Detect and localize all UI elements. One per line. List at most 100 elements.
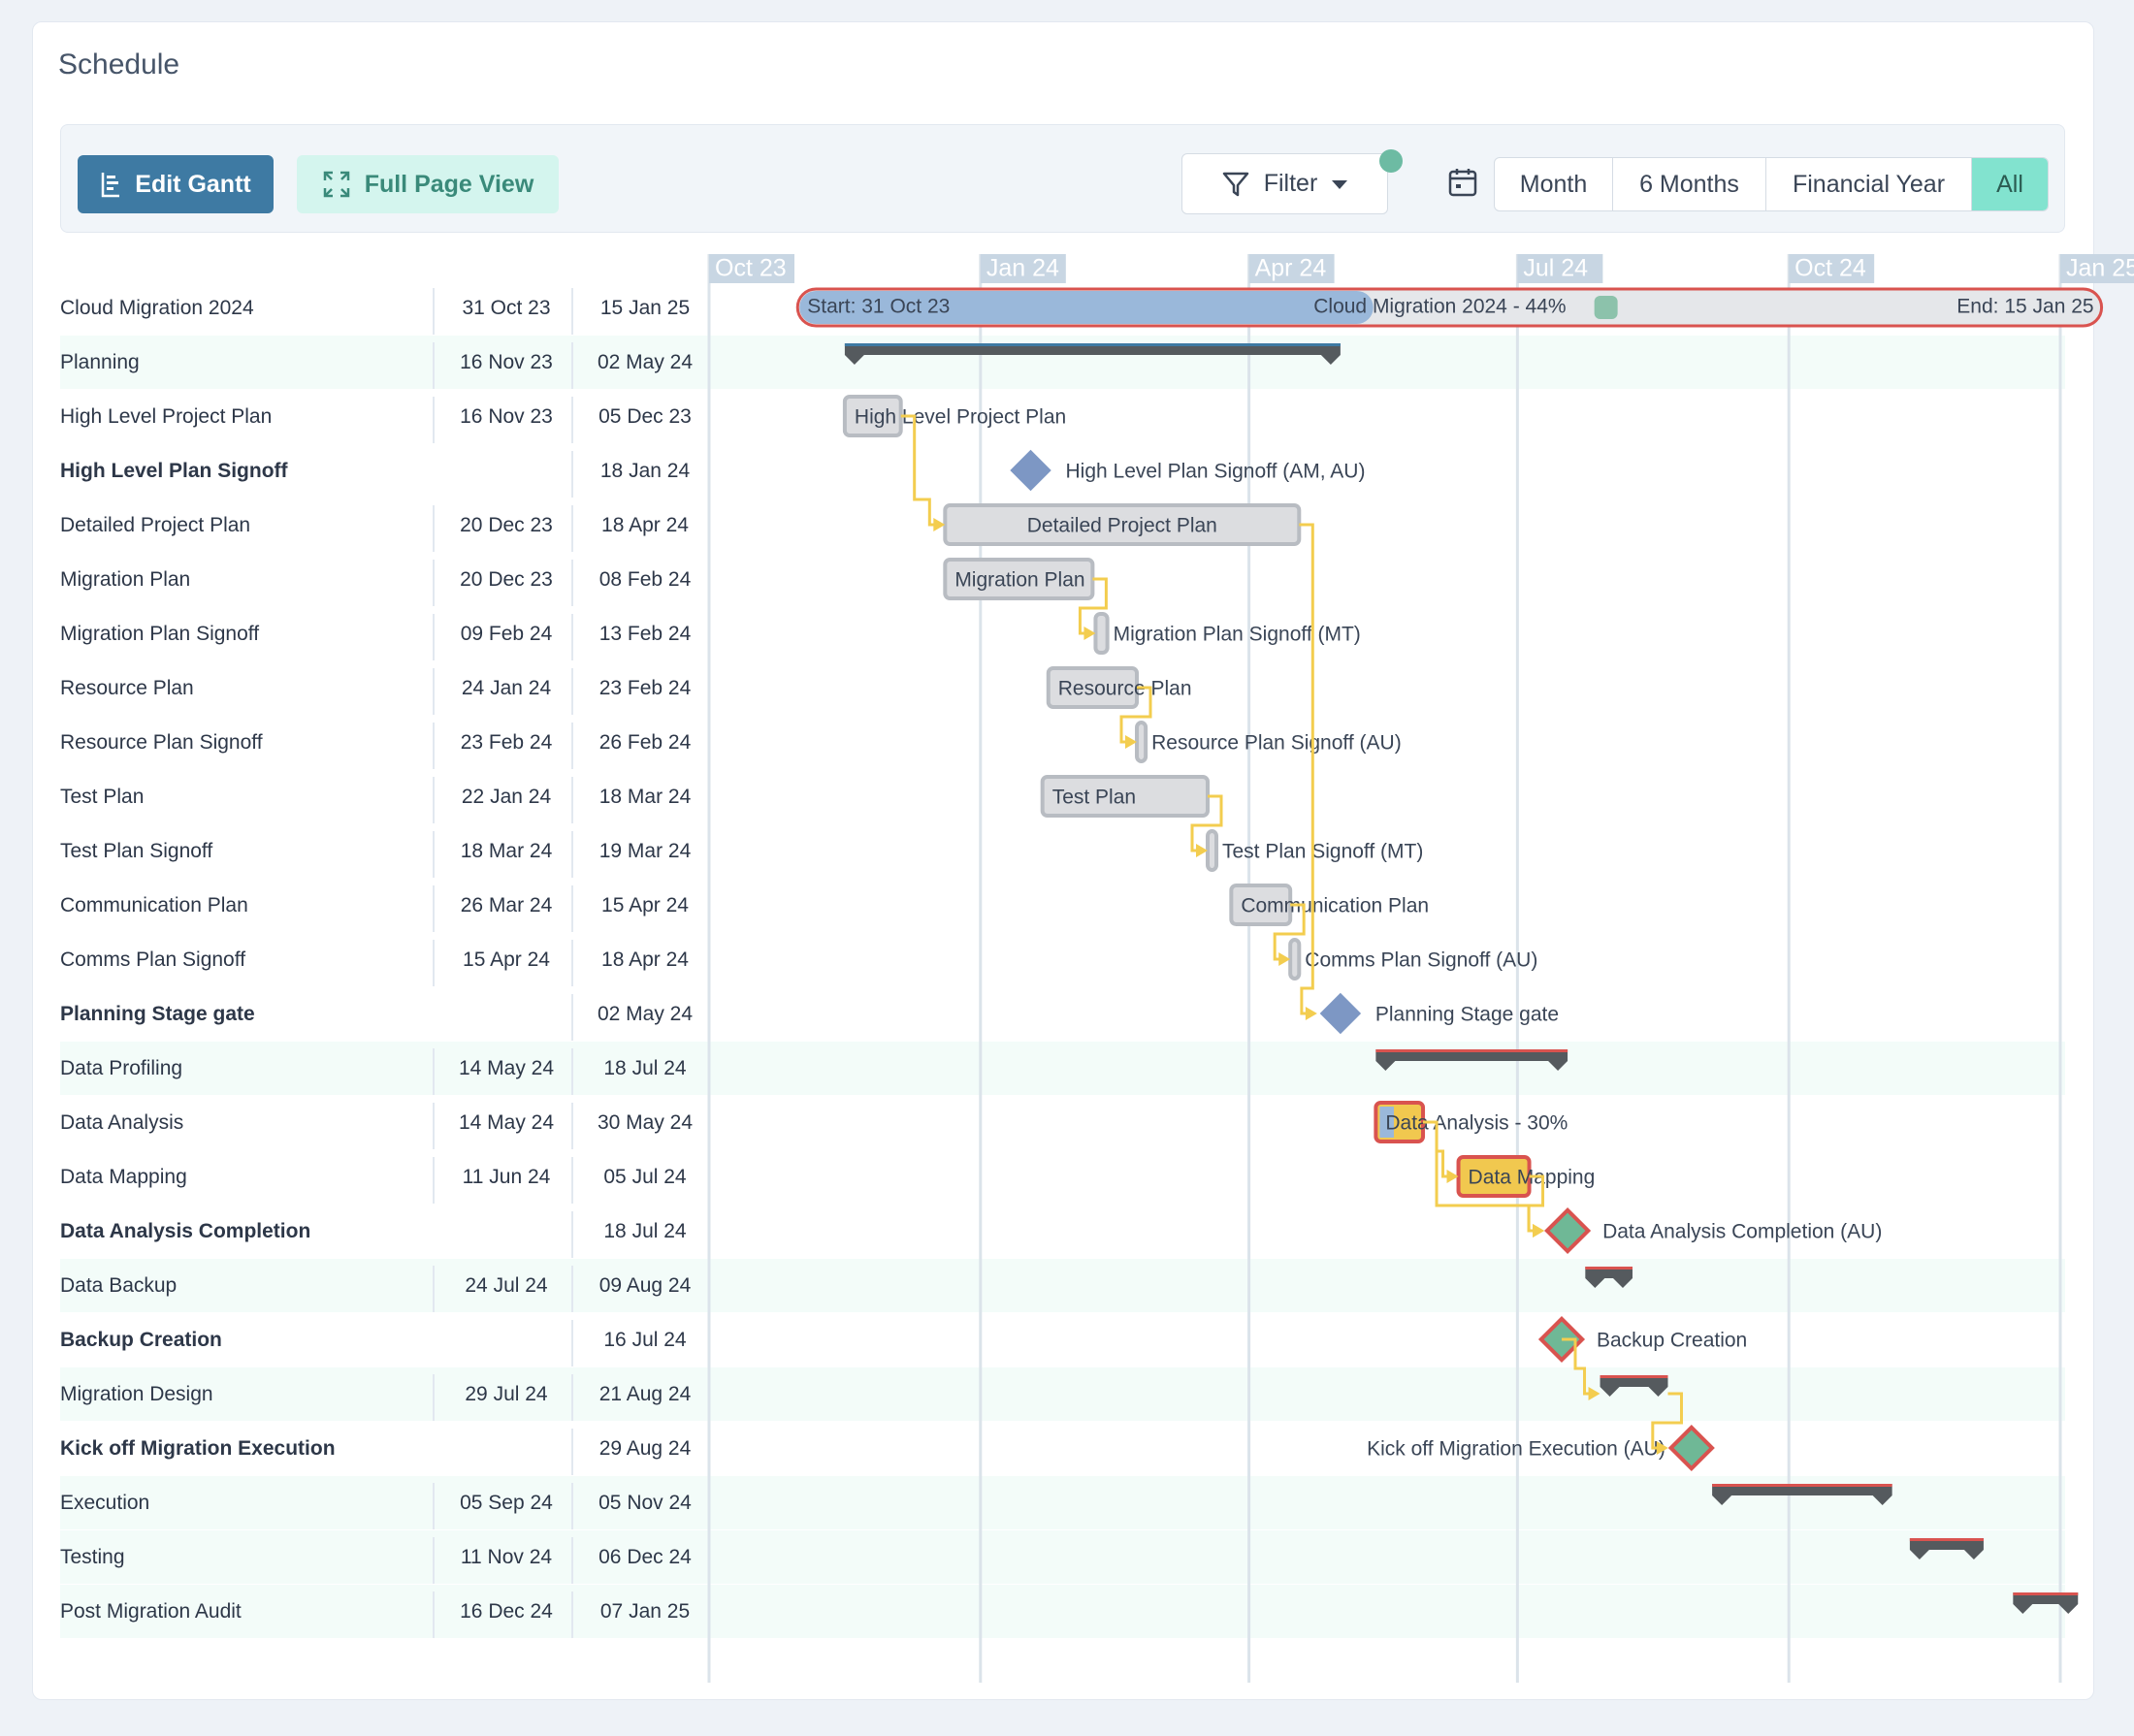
task-name: Post Migration Audit (60, 1599, 242, 1623)
group-summary-bar[interactable] (1909, 1538, 1984, 1559)
expand-icon (323, 171, 349, 198)
task-row[interactable]: Test Plan Signoff 18 Mar 24 19 Mar 24 (60, 824, 2065, 878)
task-row[interactable]: Test Plan 22 Jan 24 18 Mar 24 (60, 770, 2065, 823)
milestone-label: Planning Stage gate (1375, 1004, 1559, 1026)
task-end-date: 05 Jul 24 (603, 1165, 687, 1188)
task-row[interactable]: Backup Creation 16 Jul 24 (60, 1313, 2065, 1366)
caret-down-icon (1332, 179, 1348, 189)
column-divider (571, 505, 573, 552)
task-name: Data Analysis (60, 1110, 184, 1134)
group-summary-bar[interactable] (1712, 1484, 1892, 1505)
task-name: Resource Plan Signoff (60, 730, 263, 754)
edit-gantt-button[interactable]: Edit Gantt (78, 155, 274, 213)
full-page-view-button[interactable]: Full Page View (297, 155, 559, 213)
range-all-button[interactable]: All (1972, 158, 2048, 210)
task-end-date: 30 May 24 (597, 1110, 694, 1134)
task-row[interactable]: Kick off Migration Execution 29 Aug 24 (60, 1422, 2065, 1475)
page-title: Schedule (58, 48, 180, 80)
column-divider (571, 1591, 573, 1638)
task-name: Data Mapping (60, 1165, 187, 1188)
milestone-diamond[interactable] (1667, 1424, 1715, 1472)
task-name: Planning Stage gate (60, 1002, 255, 1025)
column-divider (433, 1374, 435, 1421)
task-row[interactable]: Migration Plan Signoff 09 Feb 24 13 Feb 24 (60, 607, 2065, 660)
column-divider (433, 614, 435, 660)
task-row[interactable]: Data Analysis Completion 18 Jul 24 (60, 1205, 2065, 1258)
task-row[interactable]: Communication Plan 26 Mar 24 15 Apr 24 (60, 879, 2065, 932)
task-row[interactable]: Data Analysis 14 May 24 30 May 24 (60, 1096, 2065, 1149)
edit-gantt-label: Edit Gantt (135, 170, 251, 198)
task-start-date: 09 Feb 24 (460, 622, 553, 645)
milestone-diamond[interactable] (1544, 1206, 1592, 1255)
task-name: Execution (60, 1491, 150, 1514)
task-bar[interactable] (1093, 612, 1110, 655)
task-start-date: 22 Jan 24 (461, 785, 552, 808)
task-start-date: 18 Mar 24 (460, 839, 553, 862)
task-end-date: 08 Feb 24 (598, 567, 692, 591)
column-divider (433, 1537, 435, 1584)
group-summary-bar[interactable] (1375, 1049, 1568, 1071)
task-row[interactable]: Data Profiling 14 May 24 18 Jul 24 (60, 1042, 2065, 1095)
range-month-button[interactable]: Month (1495, 158, 1613, 210)
calendar-icon (1448, 169, 1477, 197)
task-row[interactable]: Data Mapping 11 Jun 24 05 Jul 24 (60, 1150, 2065, 1204)
column-divider (571, 885, 573, 932)
task-name: Data Backup (60, 1273, 178, 1297)
range-financial-year-button[interactable]: Financial Year (1766, 158, 1972, 210)
milestone-diamond[interactable] (1319, 992, 1362, 1035)
task-start-date: 05 Sep 24 (460, 1491, 553, 1514)
task-row[interactable]: High Level Project Plan 16 Nov 23 05 Dec 2… (60, 390, 2065, 443)
task-bar[interactable] (1135, 721, 1148, 763)
filter-label: Filter (1263, 170, 1318, 197)
project-title-label: Cloud Migration 2024 - 44% (1313, 296, 1566, 318)
task-end-date: 15 Jan 25 (599, 296, 691, 319)
column-divider (571, 1266, 573, 1312)
task-name: Communication Plan (60, 893, 248, 916)
dependency-arrow (1656, 1441, 1668, 1455)
column-divider (571, 723, 573, 769)
filter-button[interactable]: Filter (1181, 153, 1388, 214)
milestone-diamond[interactable] (1010, 449, 1051, 492)
dependency-arrow (1278, 952, 1291, 966)
dependency-link (1299, 523, 1314, 1015)
task-bar[interactable] (1288, 938, 1302, 981)
task-row[interactable]: Planning Stage gate 02 May 24 (60, 987, 2065, 1041)
task-bar-label: Migration Plan (954, 569, 1084, 592)
task-name: Migration Design (60, 1382, 213, 1405)
task-row[interactable]: High Level Plan Signoff 18 Jan 24 (60, 444, 2065, 498)
dependency-link (1273, 903, 1306, 961)
task-progress-fill (1379, 1107, 1394, 1138)
group-summary-accent (844, 343, 1341, 346)
group-summary-bar[interactable] (2013, 1592, 2079, 1614)
axis-label-bg (1789, 254, 1875, 283)
column-divider (433, 1483, 435, 1529)
task-row[interactable]: Comms Plan Signoff 15 Apr 24 18 Apr 24 (60, 933, 2065, 986)
task-row[interactable]: Cloud Migration 2024 31 Oct 23 15 Jan 25 (60, 281, 2065, 335)
task-row[interactable]: Post Migration Audit 16 Dec 24 07 Jan 25 (60, 1585, 2065, 1638)
dependency-arrow (1588, 1387, 1600, 1400)
column-divider (433, 1103, 435, 1149)
task-row[interactable]: Detailed Project Plan 20 Dec 23 18 Apr 24 (60, 498, 2065, 552)
group-summary-bar[interactable] (1600, 1375, 1668, 1397)
group-summary-bar[interactable] (844, 343, 1341, 365)
task-bar[interactable] (1206, 829, 1219, 872)
task-bar-label: Comms Plan Signoff (AU) (1305, 949, 1537, 972)
range-6-months-button[interactable]: 6 Months (1613, 158, 1766, 210)
task-row[interactable]: Migration Design 29 Jul 24 21 Aug 24 (60, 1367, 2065, 1421)
task-start-date: 20 Dec 23 (460, 567, 553, 591)
task-row[interactable]: Testing 11 Nov 24 06 Dec 24 (60, 1530, 2065, 1584)
task-row[interactable]: Data Backup 24 Jul 24 09 Aug 24 (60, 1259, 2065, 1312)
task-row[interactable]: Resource Plan 24 Jan 24 23 Feb 24 (60, 661, 2065, 715)
task-name: High Level Plan Signoff (60, 459, 288, 482)
task-bar-label: Data Analysis - 30% (1385, 1112, 1568, 1135)
task-row[interactable]: Resource Plan Signoff 23 Feb 24 26 Feb 24 (60, 716, 2065, 769)
task-start-date: 11 Nov 24 (460, 1545, 553, 1568)
task-row[interactable]: Migration Plan 20 Dec 23 08 Feb 24 (60, 553, 2065, 606)
group-summary-accent (1585, 1267, 1633, 1270)
task-end-date: 18 Apr 24 (601, 513, 689, 536)
group-summary-accent (2013, 1592, 2079, 1595)
axis-tick-label: Apr 24 (1255, 255, 1327, 282)
filter-icon (1222, 172, 1248, 196)
group-summary-bar[interactable] (1585, 1267, 1633, 1288)
progress-handle[interactable] (1594, 296, 1618, 319)
